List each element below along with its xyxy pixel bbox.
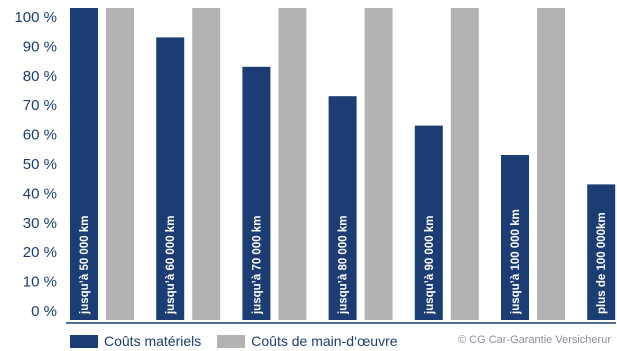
y-tick-label: 70 % <box>23 97 57 114</box>
y-tick-label: 20 % <box>23 244 57 261</box>
bar-labels: jusqu’à 50 000 km jusqu’à 60 000 km jusqu’… <box>79 209 608 315</box>
bar-material-costs <box>587 184 616 320</box>
y-tick-label: 40 % <box>23 185 57 202</box>
bar-material-costs <box>242 66 271 320</box>
bars <box>70 8 616 321</box>
legend-label-material: Coûts matériels <box>104 333 202 349</box>
bar-material-costs <box>156 37 185 321</box>
bar-category-label: jusqu’à 70 000 km <box>251 216 263 315</box>
copyright-credit: © CG Car-Garantie Versicherur <box>458 334 611 346</box>
y-tick-label: 90 % <box>23 38 57 55</box>
legend-item-material: Coûts matériels <box>70 333 201 349</box>
bar-material-costs <box>501 155 529 320</box>
bar-category-label: jusqu’à 60 000 km <box>165 216 177 315</box>
bar-labour-costs <box>450 8 479 320</box>
bar-category-label: jusqu’à 90 000 km <box>424 216 436 315</box>
y-tick-label: 100 % <box>14 9 57 26</box>
y-tick-label: 50 % <box>23 156 57 173</box>
y-axis-ticks: 0 % 10 % 20 % 30 % 40 % 50 % 60 % 70 % 80 % 90 % 1… <box>14 9 57 320</box>
bar-labour-costs <box>364 8 393 320</box>
bar-category-label: jusqu’à 100 000 km <box>510 209 522 315</box>
bar-material-costs <box>414 125 443 320</box>
legend-swatch-labour <box>217 334 246 348</box>
bar-labour-costs <box>537 8 565 320</box>
legend-label-labour: Coûts de main-d‘œuvre <box>251 333 398 349</box>
legend-item-labour: Coûts de main-d‘œuvre <box>217 333 398 349</box>
bar-material-costs <box>328 96 357 320</box>
y-tick-label: 60 % <box>23 127 57 144</box>
bar-material-costs <box>70 8 98 320</box>
legend-swatch-material <box>70 334 98 348</box>
bar-labour-costs <box>106 8 134 320</box>
bar-category-label: plus de 100 000km <box>596 212 608 314</box>
y-tick-label: 10 % <box>23 274 57 291</box>
bar-category-label: jusqu’à 80 000 km <box>338 216 350 315</box>
legend: Coûts matériels Coûts de main-d‘œuvre <box>70 331 414 351</box>
y-tick-label: 0 % <box>31 303 57 320</box>
bar-labour-costs <box>278 8 307 320</box>
y-tick-label: 80 % <box>23 68 57 85</box>
bar-labour-costs <box>192 8 221 320</box>
y-tick-label: 30 % <box>23 215 57 232</box>
bar-category-label: jusqu’à 50 000 km <box>79 216 91 315</box>
